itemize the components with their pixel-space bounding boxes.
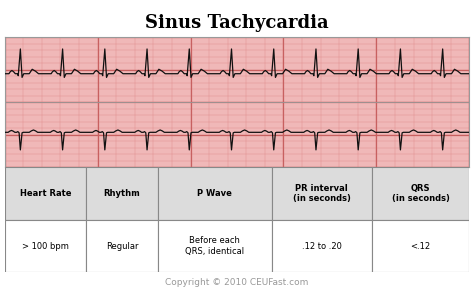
Text: Rhythm: Rhythm (104, 189, 140, 198)
Bar (272, 220, 372, 272)
Text: Regular: Regular (106, 242, 138, 251)
Bar (158, 220, 272, 272)
Text: <.12: <.12 (410, 242, 430, 251)
Text: Copyright © 2010 CEUFast.com: Copyright © 2010 CEUFast.com (165, 278, 309, 287)
Text: QRS
(in seconds): QRS (in seconds) (392, 184, 449, 203)
Bar (372, 220, 469, 272)
Bar (5, 220, 86, 272)
Bar (272, 167, 372, 220)
Text: > 100 bpm: > 100 bpm (22, 242, 69, 251)
Bar (5, 167, 86, 220)
Text: P Wave: P Wave (198, 189, 232, 198)
Text: Heart Rate: Heart Rate (19, 189, 71, 198)
Bar (86, 220, 158, 272)
Text: .12 to .20: .12 to .20 (302, 242, 342, 251)
Text: PR interval
(in seconds): PR interval (in seconds) (293, 184, 351, 203)
Bar (86, 167, 158, 220)
Bar (372, 167, 469, 220)
Text: Before each
QRS, identical: Before each QRS, identical (185, 236, 245, 256)
Bar (158, 167, 272, 220)
Text: Sinus Tachycardia: Sinus Tachycardia (145, 14, 329, 32)
